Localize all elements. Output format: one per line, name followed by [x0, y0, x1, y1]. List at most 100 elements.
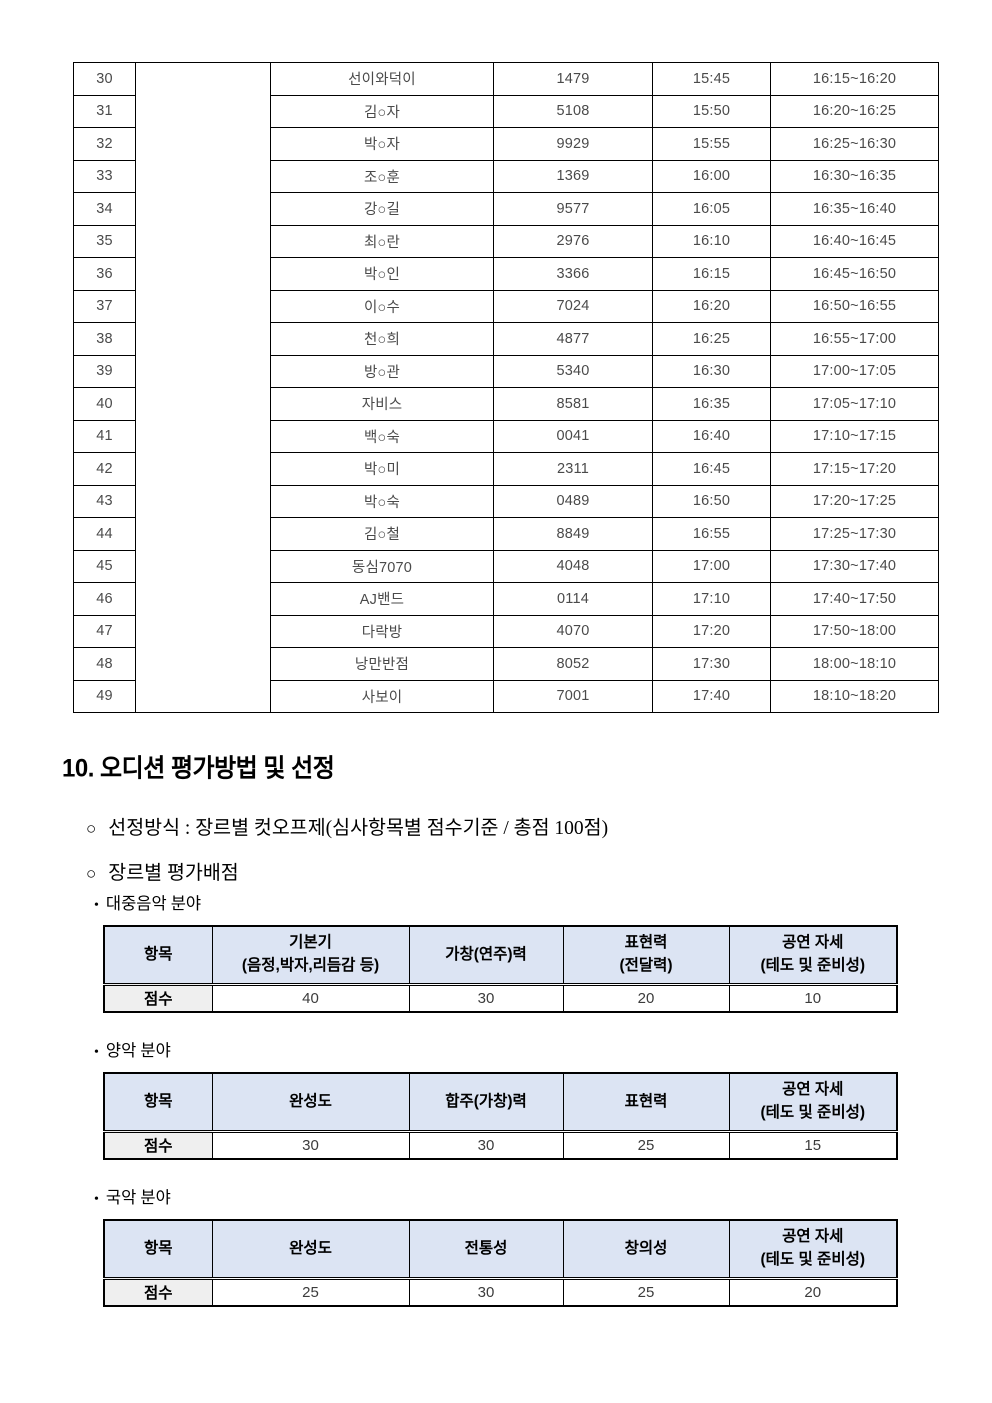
schedule-cell-no: 41 — [73, 419, 136, 453]
schedule-row: 36 박○인 3366 16:15 16:45~16:50 — [73, 257, 939, 291]
score-header-row: 항목 완성도 전통성 창의성 공연 자세 (테도 및 준비성) — [103, 1219, 898, 1280]
schedule-row: 32 박○자 9929 15:55 16:25~16:30 — [73, 127, 939, 161]
schedule-cell-time: 17:30 — [652, 647, 771, 681]
score-header-title: 표현력 — [624, 934, 668, 952]
schedule-row: 34 강○길 9577 16:05 16:35~16:40 — [73, 192, 939, 226]
schedule-cell-name: 이○수 — [270, 289, 494, 323]
schedule-cell-name: 낭만반점 — [270, 647, 494, 681]
schedule-cell-no: 34 — [73, 192, 136, 226]
score-corner-cell: 항목 — [103, 1219, 213, 1280]
schedule-cell-no: 48 — [73, 647, 136, 681]
schedule-cell-name: 강○길 — [270, 192, 494, 226]
schedule-cell-number: 0041 — [493, 419, 653, 453]
schedule-cell-number: 4048 — [493, 549, 653, 583]
score-value-row: 점수 40 30 20 10 — [103, 983, 898, 1013]
schedule-cell-time: 16:50 — [652, 484, 771, 518]
schedule-cell-name: 최○란 — [270, 224, 494, 258]
schedule-cell-slot: 17:15~17:20 — [770, 452, 939, 486]
schedule-cell-number: 8052 — [493, 647, 653, 681]
schedule-cell-name: 천○희 — [270, 322, 494, 356]
selection-method-text: 선정방식 : 장르별 컷오프제(심사항목별 점수기준 / 총점 100점) — [108, 818, 609, 839]
score-header-subtitle: (테도 및 준비성) — [760, 1103, 866, 1121]
schedule-cell-number: 4070 — [493, 614, 653, 648]
schedule-cell-no: 45 — [73, 549, 136, 583]
genre-bullet-line: • 국악 분야 — [94, 1187, 992, 1209]
schedule-row: 49 사보이 7001 17:40 18:10~18:20 — [73, 679, 939, 713]
schedule-cell-number: 7001 — [493, 679, 653, 713]
score-row-label: 점수 — [103, 1130, 213, 1160]
schedule-cell-slot: 16:30~16:35 — [770, 159, 939, 193]
schedule-cell-name: 김○자 — [270, 94, 494, 128]
circle-bullet-icon: ○ — [86, 819, 97, 838]
score-corner-cell: 항목 — [103, 1072, 213, 1133]
schedule-row: 46 AJ밴드 0114 17:10 17:40~17:50 — [73, 582, 939, 616]
score-table: 항목 기본기 (음정,박자,리듬감 등) 가창(연주)력 표현력 (전달력) 공연 자세 (테… — [103, 925, 898, 1013]
score-header-row: 항목 완성도 합주(가창)력 표현력 공연 자세 (테도 및 준비성) — [103, 1072, 898, 1133]
schedule-cell-no: 47 — [73, 614, 136, 648]
schedule-cell-no: 37 — [73, 289, 136, 323]
score-value-cell: 25 — [562, 1277, 730, 1307]
section-heading: 10. 오디션 평가방법 및 선정 — [62, 754, 335, 783]
schedule-cell-time: 16:15 — [652, 257, 771, 291]
score-header-title: 가창(연주)력 — [445, 945, 527, 963]
schedule-cell-name: 사보이 — [270, 679, 494, 713]
score-value-cell: 30 — [408, 983, 564, 1013]
dot-bullet-icon: • — [94, 1045, 99, 1060]
score-header-cell: 합주(가창)력 — [408, 1072, 564, 1133]
score-header-title: 완성도 — [289, 1239, 332, 1257]
schedule-cell-slot: 16:20~16:25 — [770, 94, 939, 128]
schedule-cell-slot: 16:35~16:40 — [770, 192, 939, 226]
circle-bullet-icon: ○ — [86, 864, 97, 883]
score-header-subtitle: (테도 및 준비성) — [760, 1250, 866, 1268]
genre-label: 국악 분야 — [105, 1188, 171, 1207]
schedule-cell-slot: 17:20~17:25 — [770, 484, 939, 518]
schedule-cell-time: 16:05 — [652, 192, 771, 226]
schedule-cell-name: 방○관 — [270, 354, 494, 388]
score-value-row: 점수 25 30 25 20 — [103, 1277, 898, 1307]
schedule-cell-slot: 16:40~16:45 — [770, 224, 939, 258]
schedule-merged-empty-cell — [135, 62, 271, 713]
schedule-cell-slot: 17:40~17:50 — [770, 582, 939, 616]
score-row-label: 점수 — [103, 1277, 213, 1307]
score-table: 항목 완성도 전통성 창의성 공연 자세 (테도 및 준비성) 점수 25 30 25 20 — [103, 1219, 898, 1307]
schedule-cell-slot: 17:30~17:40 — [770, 549, 939, 583]
schedule-cell-number: 0114 — [493, 582, 653, 616]
schedule-cell-no: 30 — [73, 62, 136, 96]
score-value-cell: 25 — [562, 1130, 730, 1160]
schedule-cell-name: 박○미 — [270, 452, 494, 486]
schedule-cell-no: 39 — [73, 354, 136, 388]
score-header-cell: 기본기 (음정,박자,리듬감 등) — [211, 925, 410, 986]
score-header-title: 공연 자세 — [782, 1081, 844, 1099]
schedule-cell-slot: 17:25~17:30 — [770, 517, 939, 551]
schedule-row: 39 방○관 5340 16:30 17:00~17:05 — [73, 354, 939, 388]
schedule-cell-name: 동심7070 — [270, 549, 494, 583]
schedule-cell-time: 17:40 — [652, 679, 771, 713]
genre-label: 대중음악 분야 — [105, 894, 202, 913]
score-section: • 국악 분야 항목 완성도 전통성 창의성 공연 자세 (테도 및 준비성) 점수 25 30 25… — [0, 1187, 992, 1307]
audition-schedule-table-wrap: 30 선이와덕이 1479 15:45 16:15~16:20 31 김○자 5108 15:5… — [73, 62, 939, 713]
schedule-cell-name: 자비스 — [270, 387, 494, 421]
schedule-cell-time: 16:40 — [652, 419, 771, 453]
genre-scoring-line: ○ 장르별 평가배점 — [86, 856, 239, 885]
schedule-row: 42 박○미 2311 16:45 17:15~17:20 — [73, 452, 939, 486]
schedule-cell-number: 5340 — [493, 354, 653, 388]
score-value-cell: 30 — [211, 1130, 410, 1160]
score-header-title: 창의성 — [624, 1239, 668, 1257]
schedule-cell-name: 박○자 — [270, 127, 494, 161]
score-table: 항목 완성도 합주(가창)력 표현력 공연 자세 (테도 및 준비성) 점수 30 30 25 15 — [103, 1072, 898, 1160]
schedule-cell-slot: 16:15~16:20 — [770, 62, 939, 96]
schedule-cell-time: 15:50 — [652, 94, 771, 128]
schedule-cell-slot: 17:00~17:05 — [770, 354, 939, 388]
score-header-cell: 전통성 — [408, 1219, 564, 1280]
schedule-cell-number: 0489 — [493, 484, 653, 518]
score-header-subtitle: (전달력) — [619, 956, 673, 974]
schedule-row: 41 백○숙 0041 16:40 17:10~17:15 — [73, 419, 939, 453]
schedule-cell-name: 조○훈 — [270, 159, 494, 193]
score-header-cell: 완성도 — [211, 1219, 410, 1280]
schedule-cell-name: 박○숙 — [270, 484, 494, 518]
schedule-cell-name: AJ밴드 — [270, 582, 494, 616]
schedule-cell-number: 4877 — [493, 322, 653, 356]
schedule-cell-name: 박○인 — [270, 257, 494, 291]
schedule-cell-slot: 17:10~17:15 — [770, 419, 939, 453]
